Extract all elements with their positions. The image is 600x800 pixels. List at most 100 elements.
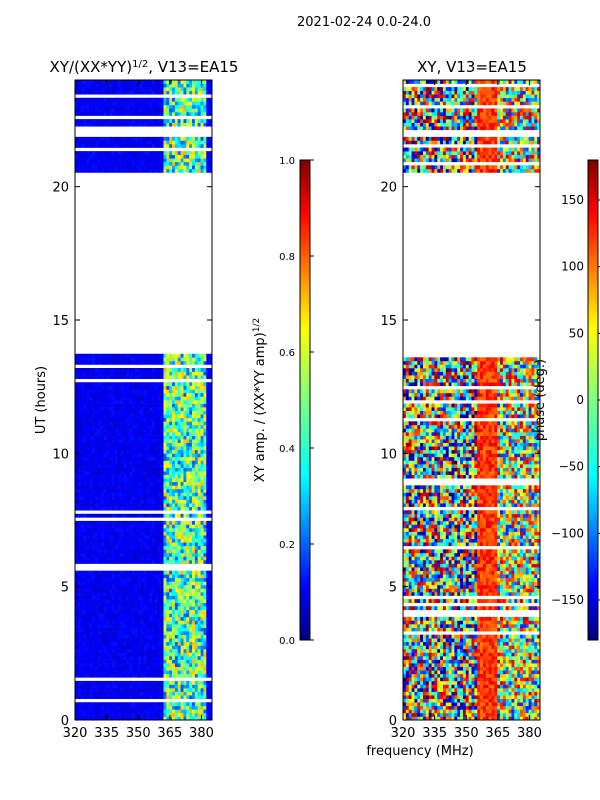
heatmap-cell: [143, 478, 147, 483]
heatmap-cell: [83, 602, 87, 607]
heatmap-cell: [129, 531, 133, 536]
heatmap-cell: [154, 161, 159, 166]
heatmap-cell: [103, 389, 107, 394]
heatmap-cell: [209, 151, 212, 155]
heatmap-cell: [100, 648, 104, 653]
heatmap-cell: [80, 161, 84, 166]
heatmap-cell: [152, 442, 156, 447]
heatmap-cell: [192, 456, 196, 461]
heatmap-cell: [157, 151, 161, 155]
heatmap-cell: [109, 666, 113, 671]
heatmap-cell: [89, 606, 93, 611]
heatmap-cell: [109, 574, 113, 579]
heatmap-cell: [140, 439, 144, 443]
heatmap-cell: [109, 460, 113, 465]
heatmap-cell: [140, 449, 144, 454]
heatmap-cell: [132, 702, 136, 707]
heatmap-cell: [109, 353, 113, 358]
heatmap-cell: [194, 371, 199, 376]
heatmap-cell: [180, 442, 184, 447]
heatmap-cell: [154, 673, 159, 678]
heatmap-cell: [94, 577, 99, 582]
heatmap-cell: [154, 695, 159, 699]
heatmap-cell: [123, 464, 127, 468]
heatmap-cell: [169, 695, 173, 699]
heatmap-cell: [206, 357, 210, 362]
heatmap-cell: [120, 602, 124, 607]
heatmap-cell: [189, 641, 193, 646]
heatmap-cell: [112, 439, 116, 443]
heatmap-cell: [114, 531, 119, 536]
heatmap-cell: [89, 439, 93, 443]
heatmap-cell: [180, 400, 184, 404]
heatmap-cell: [97, 520, 101, 525]
heatmap-cell: [154, 158, 159, 163]
heatmap-cell: [134, 602, 139, 607]
heatmap-cell: [157, 581, 161, 586]
heatmap-cell: [80, 488, 84, 493]
heatmap-cell: [143, 620, 147, 625]
heatmap-cell: [83, 524, 87, 529]
heatmap-cell: [94, 528, 99, 532]
heatmap-cell: [180, 627, 184, 632]
heatmap-cell: [137, 577, 141, 582]
heatmap-cell: [192, 375, 196, 379]
heatmap-cell: [146, 560, 150, 564]
heatmap-cell: [160, 673, 164, 678]
heatmap-cell: [92, 464, 96, 468]
heatmap-cell: [180, 688, 184, 692]
heatmap-row: [75, 656, 212, 660]
heatmap-cell: [206, 471, 210, 475]
heatmap-cell: [109, 488, 113, 493]
heatmap-cell: [140, 613, 144, 618]
heatmap-cell: [143, 168, 147, 173]
heatmap-cell: [163, 168, 167, 173]
heatmap-cell: [92, 400, 96, 404]
heatmap-cell: [89, 680, 93, 685]
heatmap-cell: [177, 168, 181, 173]
heatmap-cell: [132, 513, 136, 518]
heatmap-cell: [103, 659, 107, 664]
heatmap-cell: [89, 151, 93, 155]
heatmap-cell: [83, 652, 87, 657]
heatmap-cell: [140, 428, 144, 433]
heatmap-cell: [137, 652, 141, 657]
heatmap-cell: [152, 492, 156, 497]
heatmap-cell: [157, 168, 161, 173]
heatmap-cell: [83, 659, 87, 664]
heatmap-cell: [180, 410, 184, 415]
heatmap-cell: [129, 432, 133, 436]
heatmap-cell: [177, 375, 181, 379]
heatmap-cell: [89, 375, 93, 379]
heatmap-cell: [183, 545, 187, 550]
heatmap-cell: [129, 424, 133, 429]
heatmap-cell: [166, 599, 170, 603]
heatmap-cell: [209, 691, 212, 696]
heatmap-cell: [112, 488, 116, 493]
heatmap-cell: [129, 556, 133, 561]
heatmap-cell: [163, 595, 167, 600]
heatmap-cell: [132, 439, 136, 443]
heatmap-cell: [80, 631, 84, 635]
heatmap-cell: [143, 609, 147, 614]
heatmap-cell: [134, 151, 139, 155]
heatmap-row: [75, 474, 212, 479]
heatmap-cell: [140, 556, 144, 561]
heatmap-cell: [126, 503, 130, 507]
heatmap-cell: [160, 400, 164, 404]
heatmap-cell: [103, 485, 107, 490]
heatmap-cell: [83, 499, 87, 504]
heatmap-cell: [157, 449, 161, 454]
heatmap-cell: [89, 705, 93, 710]
heatmap-cell: [137, 154, 141, 159]
heatmap-cell: [180, 464, 184, 468]
heatmap-cell: [140, 446, 144, 451]
heatmap-cell: [206, 638, 210, 643]
heatmap-cell: [123, 560, 127, 564]
heatmap-cell: [183, 592, 187, 596]
heatmap-cell: [189, 670, 193, 675]
heatmap-cell: [123, 417, 127, 422]
heatmap-cell: [186, 670, 190, 675]
heatmap-cell: [172, 531, 176, 536]
heatmap-cell: [109, 556, 113, 561]
